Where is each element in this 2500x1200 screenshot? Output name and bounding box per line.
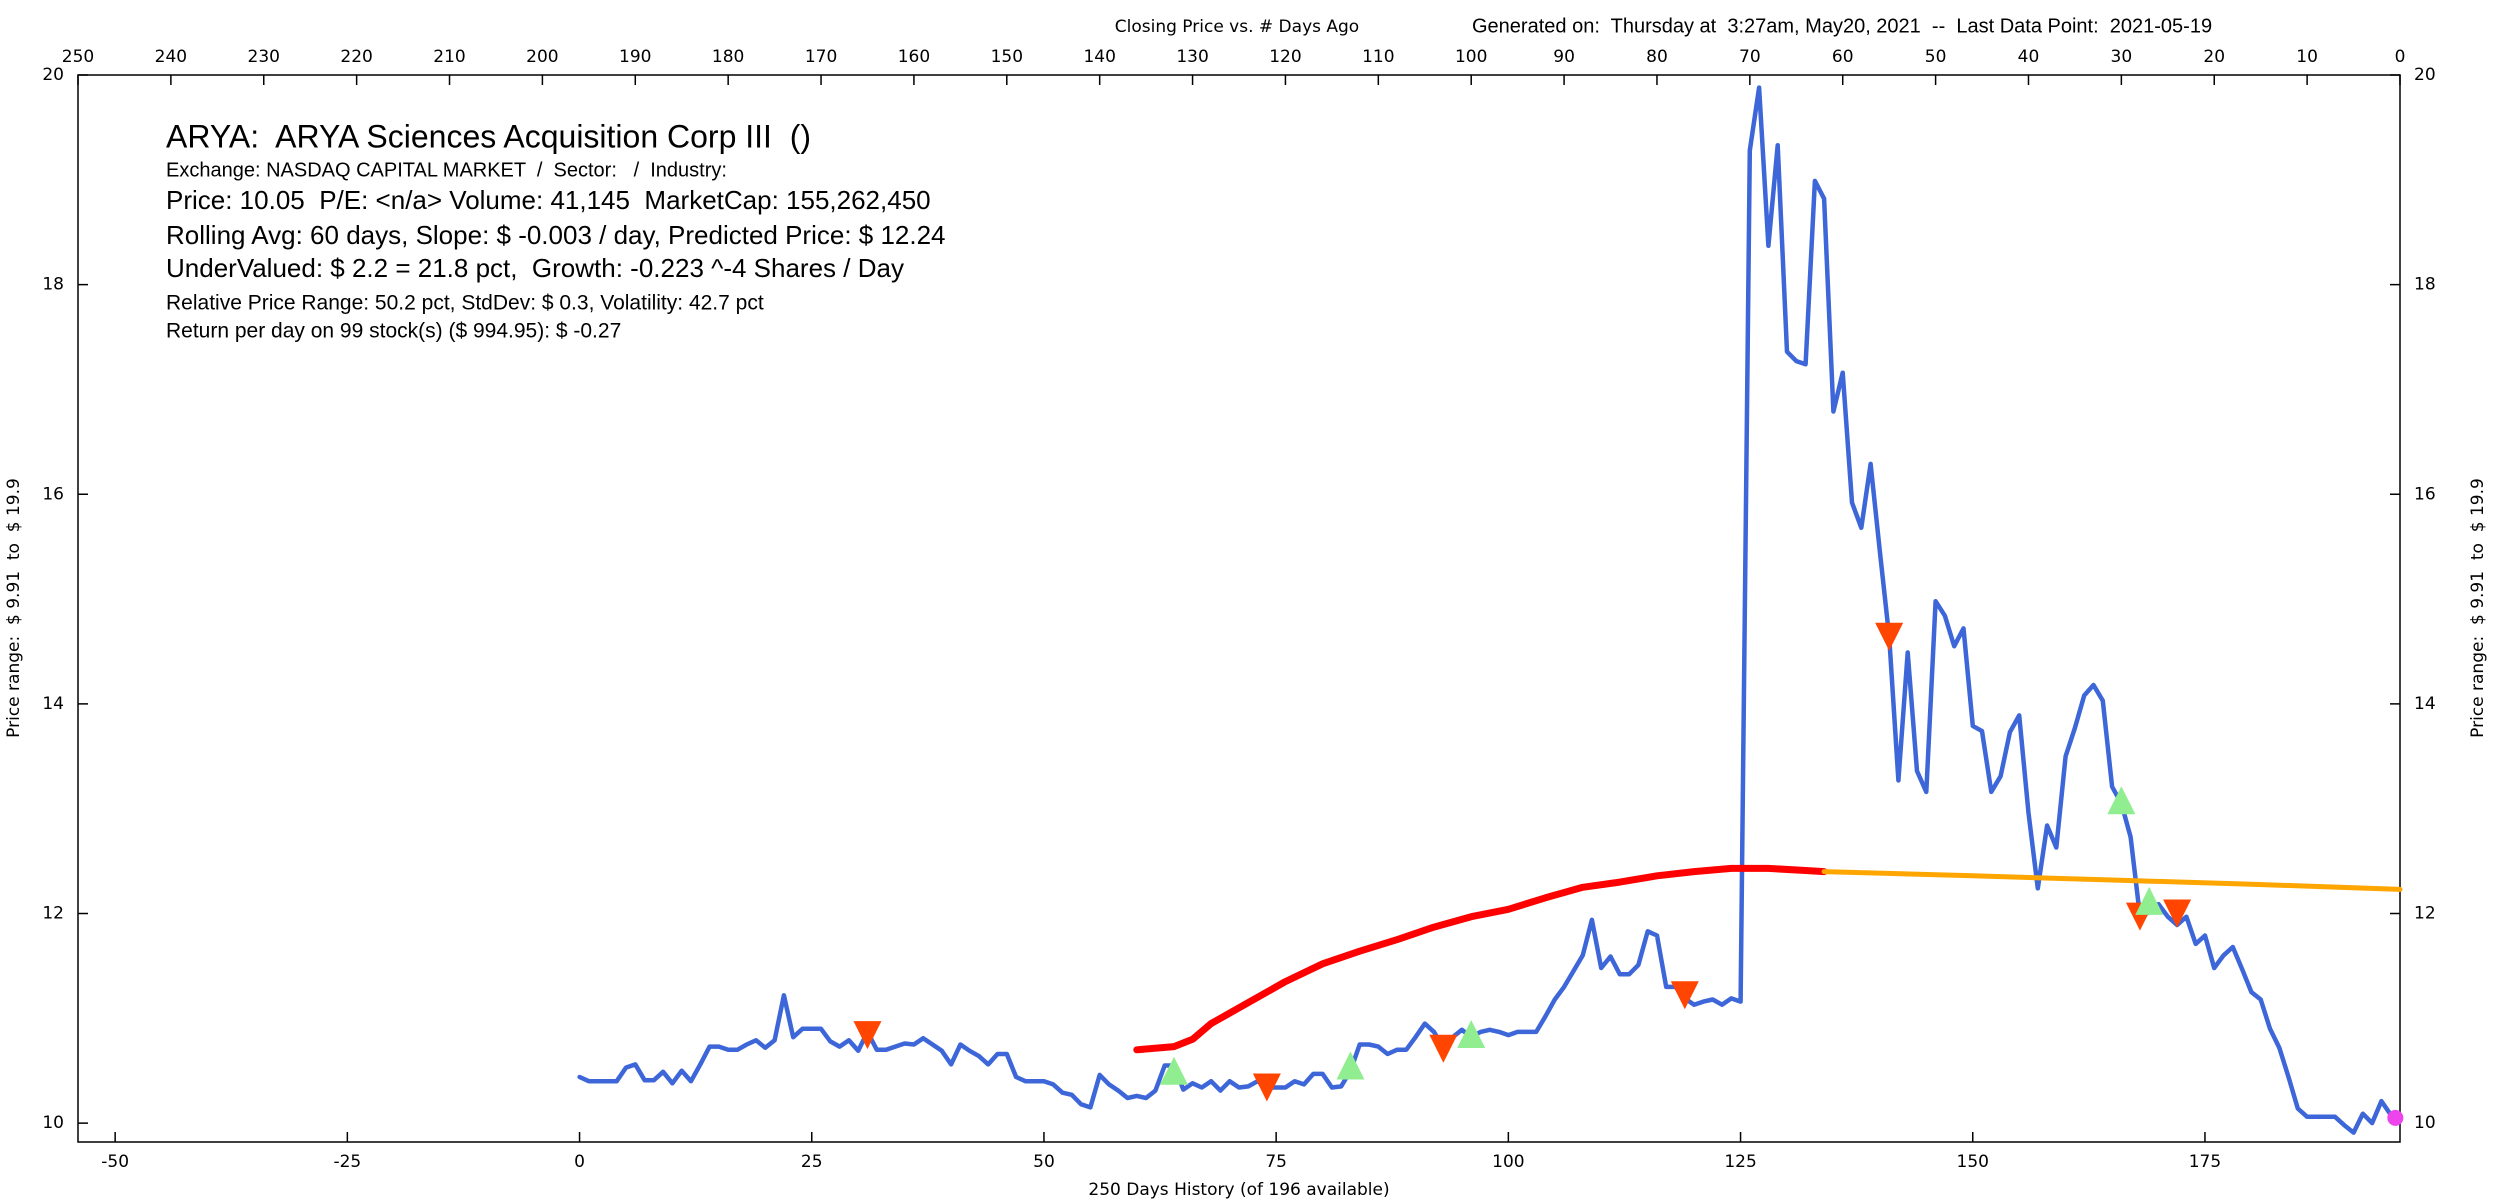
x-tick-label: 50: [1033, 1152, 1055, 1172]
x2-tick-label: 0: [2395, 47, 2406, 67]
x2-tick-label: 240: [155, 47, 187, 67]
x2-tick-label: 100: [1455, 47, 1487, 67]
x-tick-label: 100: [1492, 1152, 1524, 1172]
signal-marker: [2163, 899, 2192, 928]
x2-tick-label: 200: [526, 47, 558, 67]
x2-tick-label: 30: [2111, 47, 2133, 67]
signal-marker: [1159, 1056, 1188, 1085]
x2-tick-label: 170: [805, 47, 837, 67]
x-tick-label: 75: [1265, 1152, 1287, 1172]
x-tick-label: 0: [574, 1152, 585, 1172]
signal-marker: [1457, 1020, 1486, 1049]
x2-tick-label: 80: [1646, 47, 1668, 67]
stock-title: ARYA: ARYA Sciences Acquisition Corp III…: [166, 118, 811, 154]
signal-marker: [1670, 981, 1699, 1010]
price-line: [1821, 869, 2403, 892]
price-line: [1133, 864, 1828, 1054]
price-line: [577, 85, 2393, 1135]
signal-marker: [1336, 1051, 1365, 1080]
info-line: Rolling Avg: 60 days, Slope: $ -0.003 / …: [166, 220, 946, 250]
y-tick-label: 16: [42, 484, 64, 504]
x2-tick-label: 180: [712, 47, 744, 67]
y-tick-label: 20: [42, 65, 64, 85]
x-axis-label: 250 Days History (of 196 available): [1088, 1180, 1389, 1200]
y-tick-label: 14: [42, 694, 64, 714]
x2-tick-label: 210: [433, 47, 465, 67]
info-line: Price: 10.05 P/E: <n/a> Volume: 41,145 M…: [166, 185, 931, 215]
signal-marker: [1252, 1073, 1281, 1102]
x-tick-label: 175: [2189, 1152, 2221, 1172]
x2-tick-label: 220: [340, 47, 372, 67]
x2-tick-label: 10: [2296, 47, 2318, 67]
y-tick-label: 18: [42, 275, 64, 295]
last-point: [2387, 1109, 2404, 1126]
signal-marker: [1875, 622, 1904, 651]
x2-tick-label: 250: [62, 47, 94, 67]
chart-title: Closing Price vs. # Days Ago: [1115, 17, 1359, 37]
signal-marker: [2135, 886, 2164, 915]
x2-tick-label: 160: [898, 47, 930, 67]
y-axis-label: Price range: $ 9.91 to $ 19.9: [4, 478, 24, 738]
y2-tick-label: 12: [2414, 904, 2436, 924]
plot-frame: [77, 74, 2401, 1143]
x-tick-label: 150: [1957, 1152, 1989, 1172]
info-line: Return per day on 99 stock(s) ($ 994.95)…: [166, 320, 621, 343]
info-line: Exchange: NASDAQ CAPITAL MARKET / Sector…: [166, 159, 733, 181]
x2-tick-label: 110: [1362, 47, 1394, 67]
y2-axis-label: Price range: $ 9.91 to $ 19.9: [2468, 478, 2488, 738]
x2-tick-label: 150: [991, 47, 1023, 67]
y2-tick-label: 10: [2414, 1113, 2436, 1133]
x2-tick-label: 70: [1739, 47, 1761, 67]
x2-tick-label: 230: [248, 47, 280, 67]
y2-tick-label: 18: [2414, 275, 2436, 295]
x-tick-label: 25: [801, 1152, 823, 1172]
x-tick-label: 125: [1724, 1152, 1756, 1172]
x2-tick-label: 60: [1832, 47, 1854, 67]
signal-marker: [1429, 1034, 1458, 1063]
x2-tick-label: 120: [1269, 47, 1301, 67]
x-tick-label: -50: [101, 1152, 129, 1172]
chart-subtitle: Generated on: Thursday at 3:27am, May20,…: [1472, 15, 2212, 37]
x2-tick-label: 140: [1083, 47, 1115, 67]
y-tick-label: 12: [42, 904, 64, 924]
y2-tick-label: 14: [2414, 694, 2436, 714]
info-line: Relative Price Range: 50.2 pct, StdDev: …: [166, 292, 764, 315]
x2-tick-label: 130: [1176, 47, 1208, 67]
info-line: UnderValued: $ 2.2 = 21.8 pct, Growth: -…: [166, 253, 904, 283]
signal-marker: [2107, 786, 2136, 815]
x2-tick-label: 20: [2203, 47, 2225, 67]
x2-tick-label: 190: [619, 47, 651, 67]
x-tick-label: -25: [333, 1152, 361, 1172]
x2-tick-label: 50: [1925, 47, 1947, 67]
y-tick-label: 10: [42, 1113, 64, 1133]
signal-marker: [853, 1021, 882, 1050]
y2-tick-label: 20: [2414, 65, 2436, 85]
x2-tick-label: 90: [1553, 47, 1575, 67]
x2-tick-label: 40: [2018, 47, 2040, 67]
y2-tick-label: 16: [2414, 484, 2436, 504]
